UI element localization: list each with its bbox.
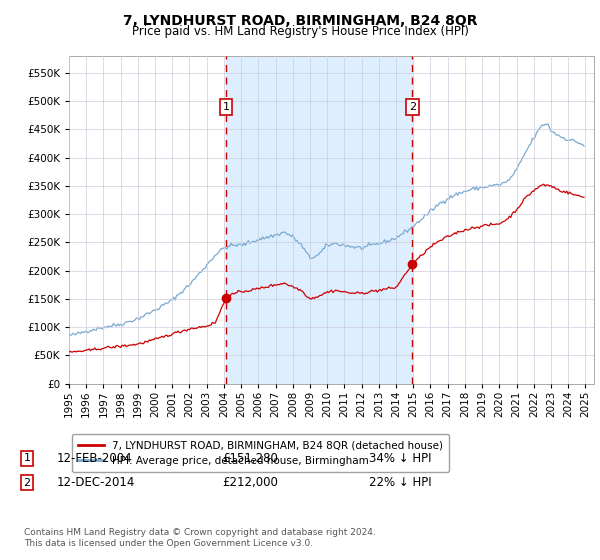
Text: 1: 1: [23, 453, 31, 463]
Text: 22% ↓ HPI: 22% ↓ HPI: [369, 476, 431, 489]
Text: Contains HM Land Registry data © Crown copyright and database right 2024.
This d: Contains HM Land Registry data © Crown c…: [24, 528, 376, 548]
Legend: 7, LYNDHURST ROAD, BIRMINGHAM, B24 8QR (detached house), HPI: Average price, det: 7, LYNDHURST ROAD, BIRMINGHAM, B24 8QR (…: [71, 434, 449, 472]
Text: 12-DEC-2014: 12-DEC-2014: [57, 476, 136, 489]
Text: 7, LYNDHURST ROAD, BIRMINGHAM, B24 8QR: 7, LYNDHURST ROAD, BIRMINGHAM, B24 8QR: [123, 14, 477, 28]
Text: Price paid vs. HM Land Registry's House Price Index (HPI): Price paid vs. HM Land Registry's House …: [131, 25, 469, 38]
Text: 34% ↓ HPI: 34% ↓ HPI: [369, 451, 431, 465]
Text: 1: 1: [223, 102, 229, 112]
Text: £212,000: £212,000: [222, 476, 278, 489]
Text: £151,280: £151,280: [222, 451, 278, 465]
Text: 2: 2: [23, 478, 31, 488]
Text: 2: 2: [409, 102, 416, 112]
Text: 12-FEB-2004: 12-FEB-2004: [57, 451, 133, 465]
Bar: [226, 56, 412, 384]
